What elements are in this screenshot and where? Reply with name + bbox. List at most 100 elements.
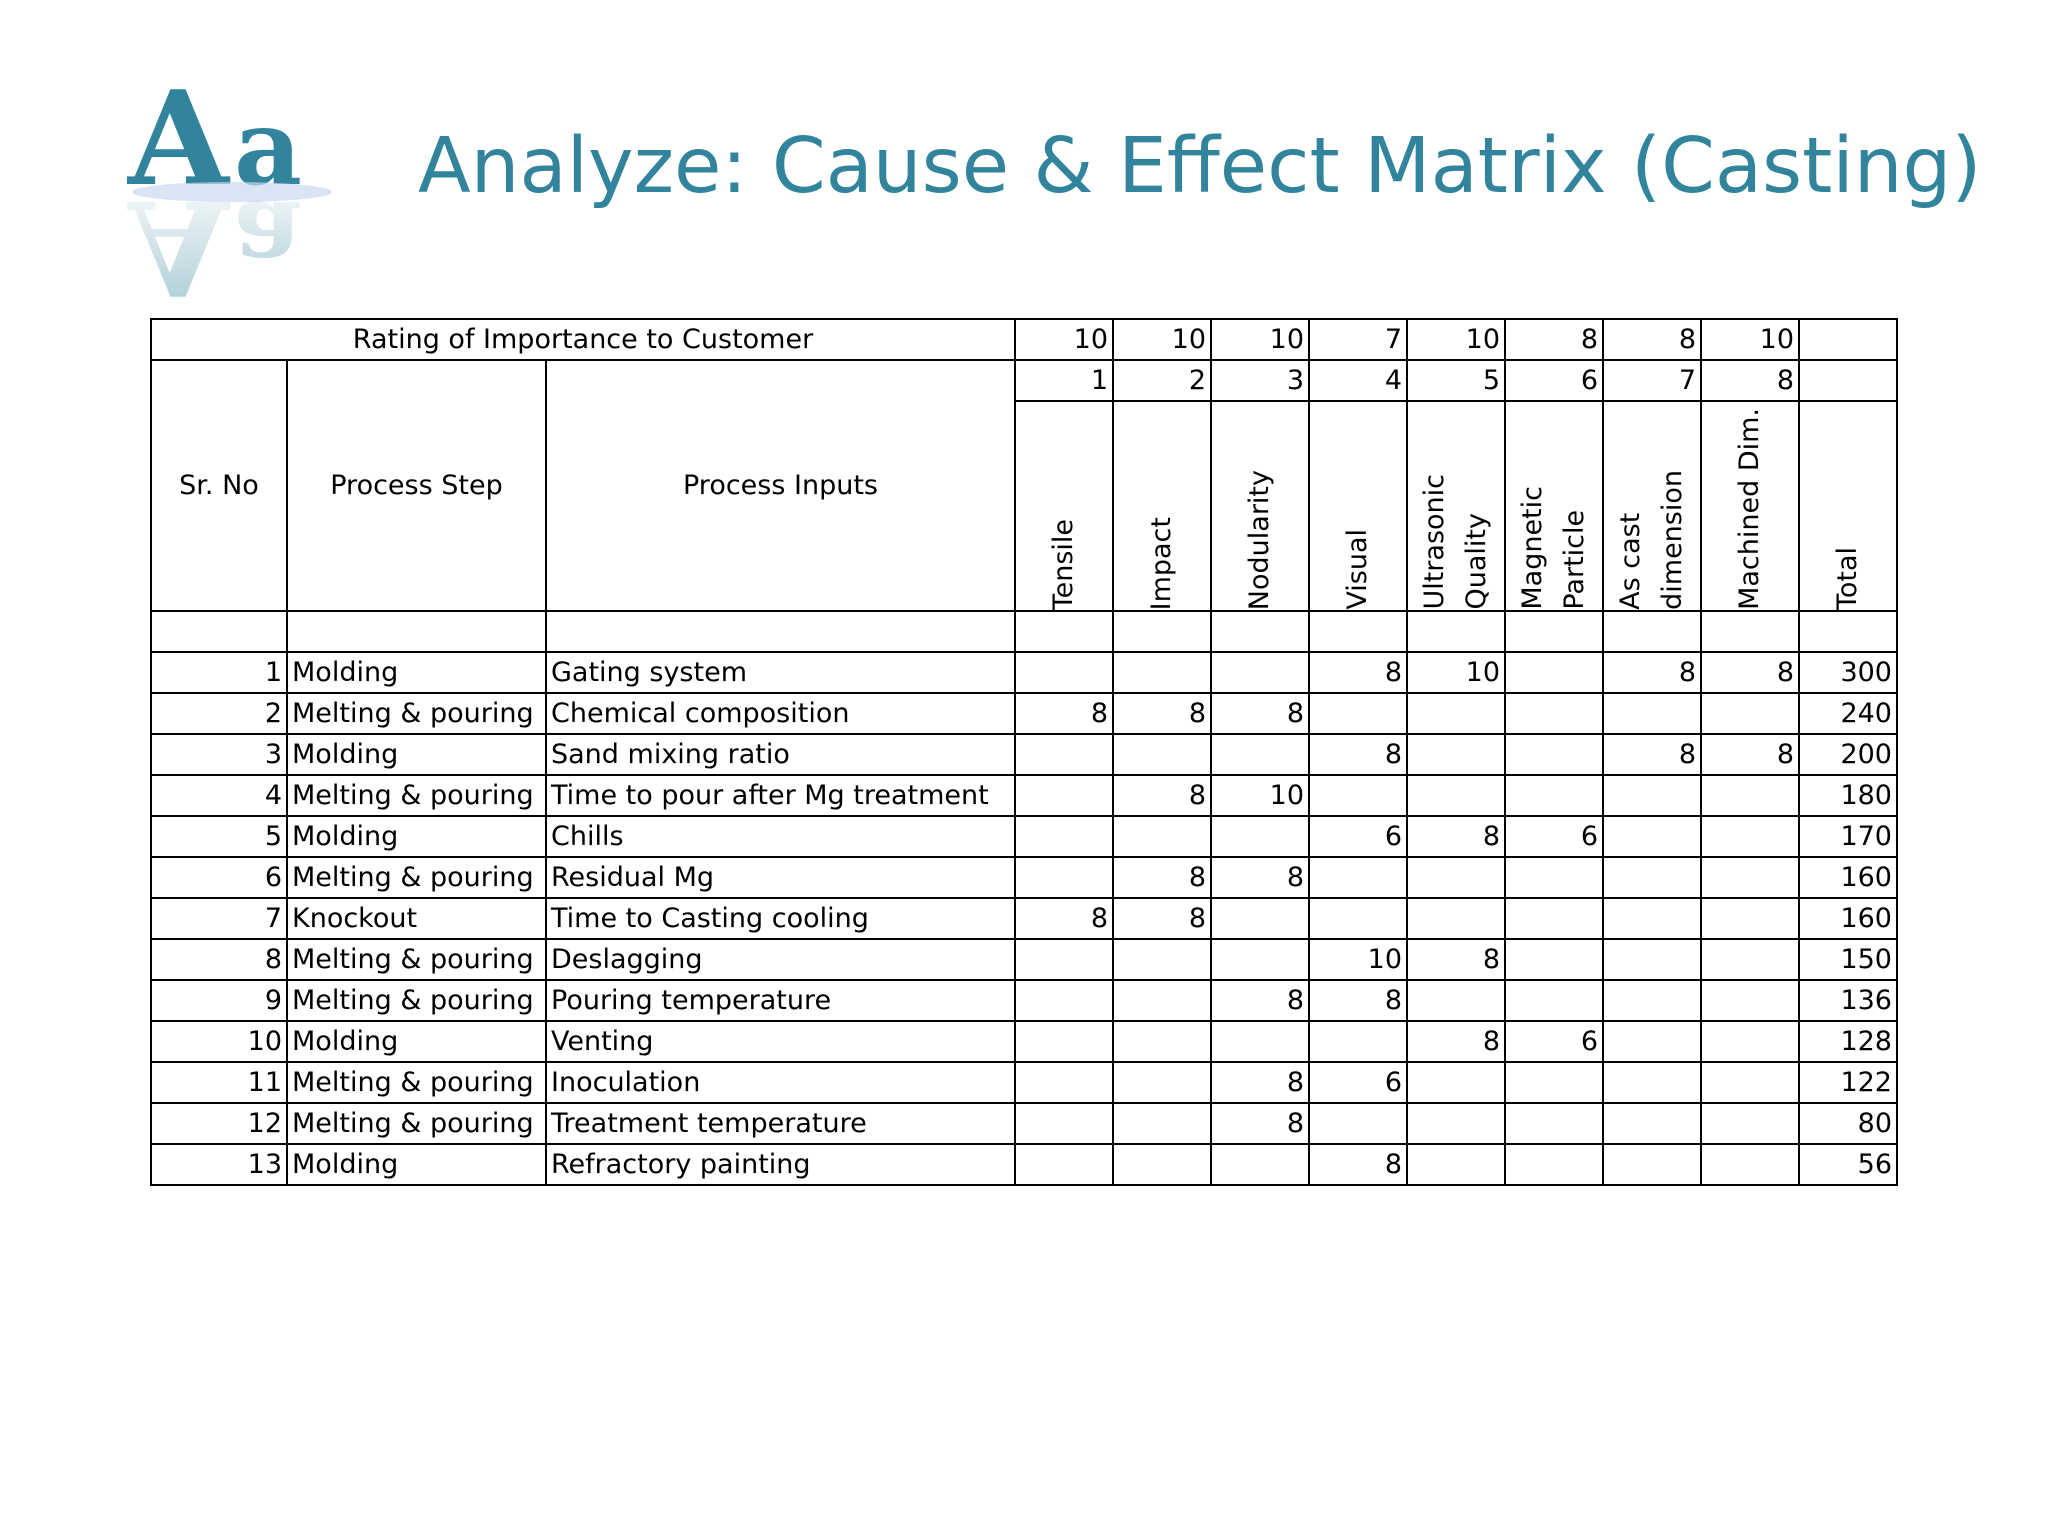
score-cell: 10 [1406,651,1506,694]
index-cell: 8 [1700,359,1800,402]
svg-text:a: a [234,177,302,301]
score-cell [1308,1020,1408,1063]
index-cell: 3 [1210,359,1310,402]
score-cell [1700,1020,1800,1063]
sr-no-cell: 2 [150,692,288,735]
score-cell [1308,692,1408,735]
score-cell [1504,856,1604,899]
score-cell [1210,651,1310,694]
score-cell [1014,979,1114,1022]
output-header: Tensile [1014,400,1114,612]
rating-cell: 10 [1112,318,1212,361]
score-cell: 8 [1308,979,1408,1022]
process-input-cell: Sand mixing ratio [545,733,1016,776]
score-cell [1602,1061,1702,1104]
score-cell [1112,733,1212,776]
score-cell [1112,651,1212,694]
score-cell: 8 [1112,774,1212,817]
score-cell [1308,897,1408,940]
process-input-cell: Treatment temperature [545,1102,1016,1145]
score-cell [1014,815,1114,858]
score-cell: 8 [1602,733,1702,776]
sr-no-cell: 3 [150,733,288,776]
index-cell: 6 [1504,359,1604,402]
score-cell [1504,651,1604,694]
process-input-cell: Deslagging [545,938,1016,981]
score-cell [1504,1061,1604,1104]
output-label: Magnetic Particle [1517,486,1590,610]
empty-cell [1406,610,1506,653]
empty-cell [1798,359,1898,402]
score-cell: 8 [1014,897,1114,940]
score-cell [1602,938,1702,981]
process-inputs-header: Process Inputs [545,359,1016,612]
output-label: Impact [1146,516,1177,610]
score-cell: 8 [1112,692,1212,735]
score-cell [1504,692,1604,735]
score-cell [1210,815,1310,858]
score-cell [1210,1143,1310,1186]
score-cell [1504,897,1604,940]
output-header: Nodularity [1210,400,1310,612]
score-cell: 8 [1406,938,1506,981]
cause-effect-matrix: Rating of Importance to Customer 10 10 1… [150,318,1898,1186]
rating-row: Rating of Importance to Customer 10 10 1… [150,318,1898,361]
table-row: 12 Melting & pouring Treatment temperature… [150,1102,1898,1145]
score-cell [1602,1020,1702,1063]
score-cell [1700,856,1800,899]
score-cell [1112,815,1212,858]
score-cell [1210,733,1310,776]
score-cell [1504,938,1604,981]
score-cell [1504,1102,1604,1145]
process-input-cell: Chemical composition [545,692,1016,735]
output-header: As cast dimension [1602,400,1702,612]
rating-cell: 10 [1210,318,1310,361]
logo-graphic: A a A a [126,62,332,324]
total-cell: 128 [1798,1020,1898,1063]
total-cell: 136 [1798,979,1898,1022]
score-cell [1406,1102,1506,1145]
score-cell: 6 [1504,1020,1604,1063]
total-cell: 160 [1798,897,1898,940]
score-cell: 8 [1014,692,1114,735]
output-label: As cast dimension [1615,470,1688,610]
total-label: Total [1832,546,1863,610]
score-cell [1014,1102,1114,1145]
empty-cell [1112,610,1212,653]
output-header: Visual [1308,400,1408,612]
sr-no-cell: 5 [150,815,288,858]
process-step-cell: Melting & pouring [286,1102,547,1145]
score-cell [1014,1143,1114,1186]
output-header: Ultrasonic Quality [1406,400,1506,612]
total-cell: 56 [1798,1143,1898,1186]
score-cell: 10 [1210,774,1310,817]
process-step-cell: Melting & pouring [286,856,547,899]
score-cell: 8 [1210,692,1310,735]
process-input-cell: Time to pour after Mg treatment [545,774,1016,817]
output-label: Nodularity [1244,469,1275,610]
empty-cell [1014,610,1114,653]
process-input-cell: Chills [545,815,1016,858]
index-cell: 5 [1406,359,1506,402]
sr-no-cell: 11 [150,1061,288,1104]
score-cell [1406,1061,1506,1104]
score-cell [1112,1102,1212,1145]
process-input-cell: Time to Casting cooling [545,897,1016,940]
score-cell: 8 [1112,856,1212,899]
output-label: Ultrasonic Quality [1419,474,1492,610]
page-title: Analyze: Cause & Effect Matrix (Casting) [418,122,1982,211]
score-cell [1700,774,1800,817]
score-cell [1602,692,1702,735]
empty-cell [1308,610,1408,653]
score-cell [1602,856,1702,899]
table-row: 4 Melting & pouring Time to pour after Mg … [150,774,1898,817]
output-header: Impact [1112,400,1212,612]
score-cell: 6 [1308,815,1408,858]
sr-no-cell: 7 [150,897,288,940]
score-cell [1406,733,1506,776]
total-cell: 150 [1798,938,1898,981]
process-step-cell: Melting & pouring [286,774,547,817]
score-cell [1112,1020,1212,1063]
process-step-cell: Molding [286,1020,547,1063]
score-cell [1406,692,1506,735]
